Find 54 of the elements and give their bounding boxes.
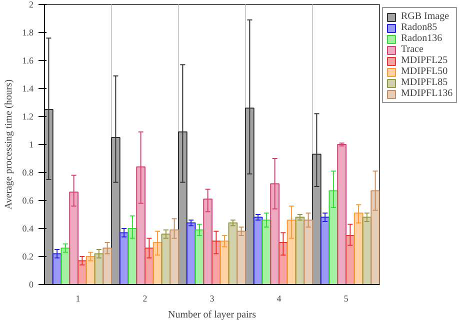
- bar: [203, 198, 212, 284]
- x-tick-label: 1: [76, 294, 80, 304]
- x-tick-label: 4: [276, 294, 282, 304]
- bar: [245, 108, 254, 284]
- x-tick-label: 5: [344, 294, 349, 304]
- y-tick-label: 0.8: [22, 168, 34, 178]
- bar: [186, 222, 196, 284]
- x-tick-label: 3: [210, 294, 215, 304]
- bar: [170, 229, 179, 284]
- y-tick-label: 1.8: [22, 28, 34, 38]
- legend-label: Trace: [401, 44, 424, 55]
- y-tick-label: 0.4: [22, 224, 34, 234]
- legend-label: MDIPFL50: [401, 66, 448, 77]
- legend-label: Radon136: [401, 33, 442, 44]
- bar: [354, 212, 364, 284]
- x-tick-label: 2: [142, 294, 148, 304]
- y-tick-label: 0.2: [22, 252, 34, 262]
- bar: [253, 216, 263, 284]
- legend-label: MDIPFL136: [401, 88, 453, 99]
- bar: [270, 183, 280, 284]
- legend-label: Radon85: [401, 22, 438, 33]
- bar: [312, 154, 322, 284]
- bar: [370, 190, 380, 284]
- bar: [102, 248, 112, 284]
- y-tick-label: 2: [29, 0, 34, 10]
- bar: [111, 137, 120, 284]
- legend-label: MDIPFL85: [401, 77, 448, 88]
- bar: [52, 253, 62, 284]
- bar: [119, 232, 129, 284]
- bar: [304, 220, 313, 284]
- bar: [212, 240, 221, 284]
- bar: [320, 216, 330, 284]
- bar: [220, 240, 230, 284]
- bar: [69, 192, 78, 284]
- bar: [236, 230, 246, 284]
- y-tick-label: 1.4: [22, 84, 34, 94]
- bar: [78, 260, 87, 284]
- x-axis-title: Number of layer pairs: [168, 310, 256, 320]
- legend-label: MDIPFL25: [401, 55, 448, 66]
- bar: [337, 144, 346, 284]
- legend-label: RGB Image: [401, 11, 450, 22]
- y-tick-label: 1.6: [22, 56, 34, 66]
- bar: [178, 131, 188, 284]
- y-tick-label: 1: [29, 140, 34, 150]
- y-tick-label: 0: [29, 280, 34, 290]
- bar: [346, 235, 355, 284]
- y-axis-title: Average processing time (hours): [3, 79, 14, 210]
- y-tick-label: 1.2: [22, 112, 34, 122]
- y-tick-label: 0.6: [22, 196, 34, 206]
- bar: [144, 248, 154, 284]
- bar: [136, 166, 146, 284]
- bar: [44, 109, 54, 284]
- bar: [286, 220, 296, 284]
- bar: [86, 256, 96, 284]
